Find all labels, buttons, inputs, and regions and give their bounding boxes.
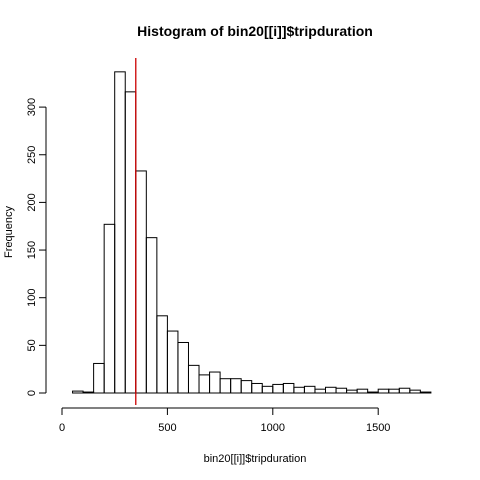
x-tick-label: 1000 — [261, 422, 285, 434]
histogram-bar — [367, 391, 379, 394]
x-tick-label: 1500 — [366, 422, 390, 434]
x-tick-label: 500 — [158, 422, 176, 434]
histogram-bar — [356, 388, 369, 394]
y-tick-label: 250 — [26, 146, 38, 164]
y-axis: 0 50 100 150 200 250 300 — [26, 98, 47, 396]
y-tick-label: 200 — [26, 193, 38, 211]
chart-title: Histogram of bin20[[i]]$tripduration — [137, 23, 373, 39]
y-axis-label: Frequency — [3, 206, 15, 258]
x-tick-label: 0 — [59, 422, 65, 434]
histogram-bar — [419, 391, 432, 394]
y-tick-label: 0 — [26, 390, 38, 396]
histogram-bar — [82, 391, 95, 394]
y-tick-label: 50 — [26, 339, 38, 351]
x-axis: 0 500 1000 1500 — [59, 407, 390, 434]
x-axis-label: bin20[[i]]$tripduration — [204, 453, 307, 465]
y-tick-label: 100 — [26, 289, 38, 307]
y-tick-label: 150 — [26, 241, 38, 259]
y-tick-label: 300 — [26, 98, 38, 116]
